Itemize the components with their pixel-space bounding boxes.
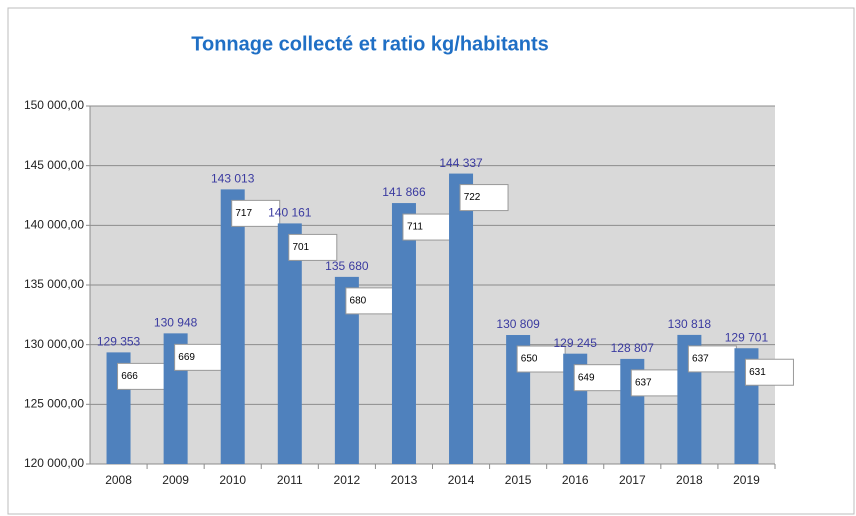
ratio-label: 637 — [692, 354, 709, 365]
y-tick-label: 145 000,00 — [24, 158, 84, 172]
y-tick-label: 135 000,00 — [24, 277, 84, 291]
ratio-label: 669 — [178, 352, 195, 363]
ratio-label: 722 — [464, 192, 481, 203]
ratio-label: 650 — [521, 354, 538, 365]
y-tick-label: 125 000,00 — [24, 397, 84, 411]
ratio-box — [402, 213, 452, 241]
x-tick-label: 2014 — [448, 473, 475, 487]
ratio-box — [573, 364, 623, 392]
value-label: 129 353 — [97, 335, 141, 349]
x-tick-label: 2011 — [277, 473, 303, 487]
ratio-label: 631 — [749, 367, 766, 378]
chart-title: Tonnage collecté et ratio kg/habitants — [191, 33, 548, 55]
x-tick-label: 2015 — [505, 473, 532, 487]
ratio-label: 701 — [292, 242, 309, 253]
value-label: 130 809 — [496, 317, 540, 331]
ratio-label: 680 — [350, 296, 367, 307]
ratio-box — [345, 287, 395, 315]
x-tick-label: 2016 — [562, 473, 589, 487]
ratio-box — [744, 358, 794, 386]
ratio-label: 666 — [121, 371, 138, 382]
value-label: 144 337 — [439, 156, 483, 170]
x-tick-label: 2018 — [676, 473, 703, 487]
x-tick-label: 2019 — [733, 473, 760, 487]
y-tick-label: 150 000,00 — [24, 98, 84, 112]
ratio-label: 649 — [578, 372, 595, 383]
ratio-label: 717 — [235, 208, 252, 219]
bar — [277, 223, 302, 464]
value-label: 141 866 — [382, 185, 426, 199]
bar — [391, 203, 416, 464]
x-tick-label: 2012 — [334, 473, 361, 487]
y-tick-label: 140 000,00 — [24, 218, 84, 232]
value-label: 143 013 — [211, 172, 255, 186]
ratio-box — [117, 362, 167, 390]
value-label: 128 807 — [611, 341, 655, 355]
value-label: 129 245 — [554, 336, 598, 350]
ratio-label: 711 — [407, 222, 423, 233]
value-label: 130 818 — [668, 317, 712, 331]
value-label: 140 161 — [268, 206, 312, 220]
x-tick-label: 2010 — [219, 473, 246, 487]
y-tick-label: 130 000,00 — [24, 337, 84, 351]
x-tick-label: 2008 — [105, 473, 132, 487]
ratio-box — [231, 199, 281, 227]
ratio-box — [516, 345, 566, 373]
ratio-box — [459, 184, 509, 212]
y-tick-label: 120 000,00 — [24, 456, 84, 470]
x-tick-label: 2013 — [391, 473, 418, 487]
ratio-label: 637 — [635, 378, 652, 389]
value-label: 135 680 — [325, 259, 369, 273]
x-tick-label: 2017 — [619, 473, 646, 487]
x-tick-label: 2009 — [162, 473, 189, 487]
bar — [220, 189, 245, 464]
ratio-box — [288, 233, 338, 261]
bar — [449, 173, 474, 464]
value-label: 129 701 — [725, 330, 769, 344]
value-label: 130 948 — [154, 316, 198, 330]
ratio-box — [687, 345, 737, 373]
